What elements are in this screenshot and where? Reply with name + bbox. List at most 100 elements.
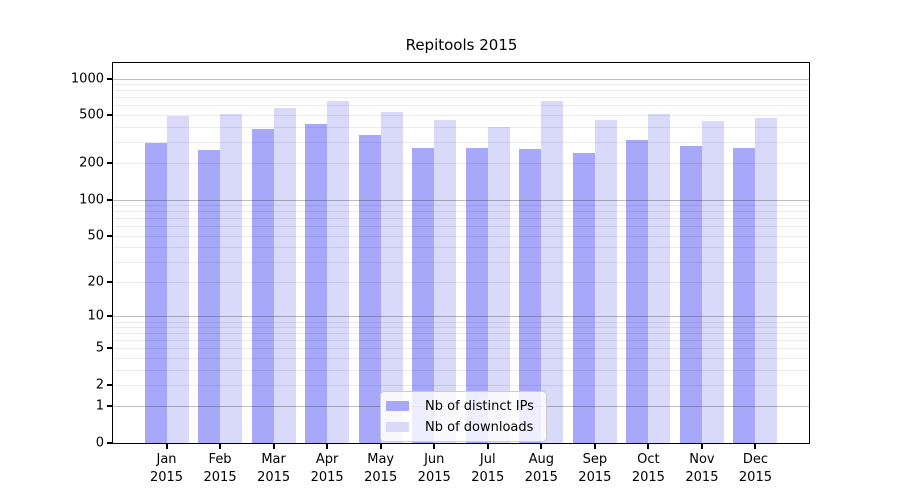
gridline-70	[113, 218, 809, 220]
x-axis-tick-mark	[647, 444, 650, 449]
x-axis-tick-label-nov: Nov 2015	[685, 452, 719, 485]
bar-distinct-ips-jul	[465, 148, 488, 443]
x-axis-tick-mark	[433, 444, 436, 449]
y-axis-tick-mark	[107, 384, 112, 387]
grid-layer	[113, 63, 809, 443]
y-axis-tick-mark	[107, 347, 112, 350]
gridline-500	[113, 115, 809, 117]
chart-title: Repitools 2015	[405, 36, 518, 54]
gridline-6	[113, 340, 809, 342]
y-axis-tick-label-200: 200	[79, 155, 104, 171]
bar-downloads-aug	[541, 101, 564, 443]
gridline-800	[113, 90, 809, 92]
y-axis-tick-mark	[107, 77, 112, 80]
gridline-5	[113, 348, 809, 350]
bar-downloads-nov	[701, 120, 724, 443]
legend-label-distinct-ips: Nb of distinct IPs	[425, 398, 534, 414]
bar-distinct-ips-feb	[198, 150, 221, 443]
x-axis-tick-mark	[700, 444, 703, 449]
bar-distinct-ips-nov	[679, 145, 702, 443]
bar-downloads-may	[380, 111, 403, 443]
bar-distinct-ips-jan	[144, 142, 167, 443]
bar-distinct-ips-may	[358, 134, 381, 443]
gridline-50	[113, 235, 809, 237]
legend-swatch-downloads	[386, 422, 409, 432]
gridline-200	[113, 163, 809, 165]
x-axis-tick-label-jan: Jan 2015	[149, 452, 184, 485]
gridline-10	[113, 316, 809, 318]
y-axis-tick-label-2: 2	[95, 377, 104, 393]
gridline-80	[113, 211, 809, 213]
gridline-400	[113, 126, 809, 128]
x-axis-tick-label-feb: Feb 2015	[203, 452, 237, 485]
y-axis-tick-mark	[107, 198, 112, 201]
y-axis-tick-label-20: 20	[87, 274, 104, 290]
x-axis-tick-mark	[540, 444, 543, 449]
y-axis-tick-label-0: 0	[95, 435, 104, 451]
x-axis-tick-mark	[486, 444, 489, 449]
y-axis-tick-label-500: 500	[79, 107, 104, 123]
x-axis-tick-label-jun: Jun 2015	[417, 452, 451, 485]
y-axis-tick-label-1000: 1000	[70, 71, 104, 86]
x-axis-tick-label-dec: Dec 2015	[738, 452, 772, 485]
x-axis-tick-label-aug: Aug 2015	[524, 452, 558, 485]
bars-layer	[113, 63, 809, 443]
gridline-60	[113, 226, 809, 228]
bar-distinct-ips-mar	[251, 129, 274, 443]
x-axis-tick-label-jul: Jul 2015	[471, 452, 505, 485]
x-axis-tick-label-may: May 2015	[364, 452, 398, 485]
gridline-700	[113, 97, 809, 99]
x-axis-tick-mark	[272, 444, 275, 449]
x-axis-tick-label-mar: Mar 2015	[257, 452, 291, 485]
y-axis-tick-label-10: 10	[87, 308, 104, 324]
gridline-900	[113, 84, 809, 86]
y-axis-tick-mark	[107, 234, 112, 237]
x-axis-tick-label-sep: Sep 2015	[578, 452, 612, 485]
bar-distinct-ips-aug	[519, 149, 542, 443]
gridline-600	[113, 105, 809, 107]
bar-downloads-oct	[648, 114, 671, 443]
y-axis-tick-mark	[107, 162, 112, 165]
bar-downloads-mar	[273, 107, 296, 443]
gridline-7	[113, 333, 809, 335]
x-axis-tick-mark	[593, 444, 596, 449]
legend-entry-downloads: Nb of downloads	[386, 418, 534, 436]
x-axis-tick-mark	[754, 444, 757, 449]
bar-distinct-ips-oct	[626, 139, 649, 443]
legend-swatch-distinct-ips	[386, 401, 409, 411]
bar-distinct-ips-sep	[572, 152, 595, 443]
x-axis-tick-mark	[379, 444, 382, 449]
x-axis-tick-mark	[165, 444, 168, 449]
y-axis-tick-label-50: 50	[87, 228, 104, 244]
gridline-4	[113, 358, 809, 360]
bar-distinct-ips-dec	[733, 148, 756, 443]
y-axis-tick-mark	[107, 315, 112, 318]
bar-downloads-jun	[434, 120, 457, 443]
gridline-40	[113, 247, 809, 249]
bar-downloads-dec	[755, 117, 778, 443]
gridline-1000	[113, 78, 809, 80]
plot-area	[112, 62, 810, 444]
y-axis-tick-label-100: 100	[79, 192, 104, 207]
gridline-8	[113, 327, 809, 329]
bar-downloads-apr	[327, 101, 350, 443]
y-axis-tick-mark	[107, 281, 112, 284]
gridline-3	[113, 369, 809, 371]
bar-downloads-jan	[166, 115, 189, 443]
gridline-9	[113, 321, 809, 323]
x-axis-tick-label-oct: Oct 2015	[631, 452, 665, 485]
y-axis-tick-mark	[107, 442, 112, 444]
gridline-90	[113, 205, 809, 206]
x-axis-tick-label-apr: Apr 2015	[310, 452, 344, 485]
bar-downloads-feb	[220, 113, 243, 443]
gridline-100	[113, 199, 809, 201]
legend: Nb of distinct IPs Nb of downloads	[380, 391, 547, 442]
gridline-30	[113, 261, 809, 263]
bar-downloads-jul	[487, 126, 510, 443]
x-axis-tick-mark	[326, 444, 329, 449]
y-axis-tick-label-5: 5	[95, 340, 104, 356]
y-axis-tick-mark	[107, 114, 112, 117]
y-axis-tick-label-1: 1	[95, 398, 104, 414]
x-axis-tick-mark	[219, 444, 222, 449]
